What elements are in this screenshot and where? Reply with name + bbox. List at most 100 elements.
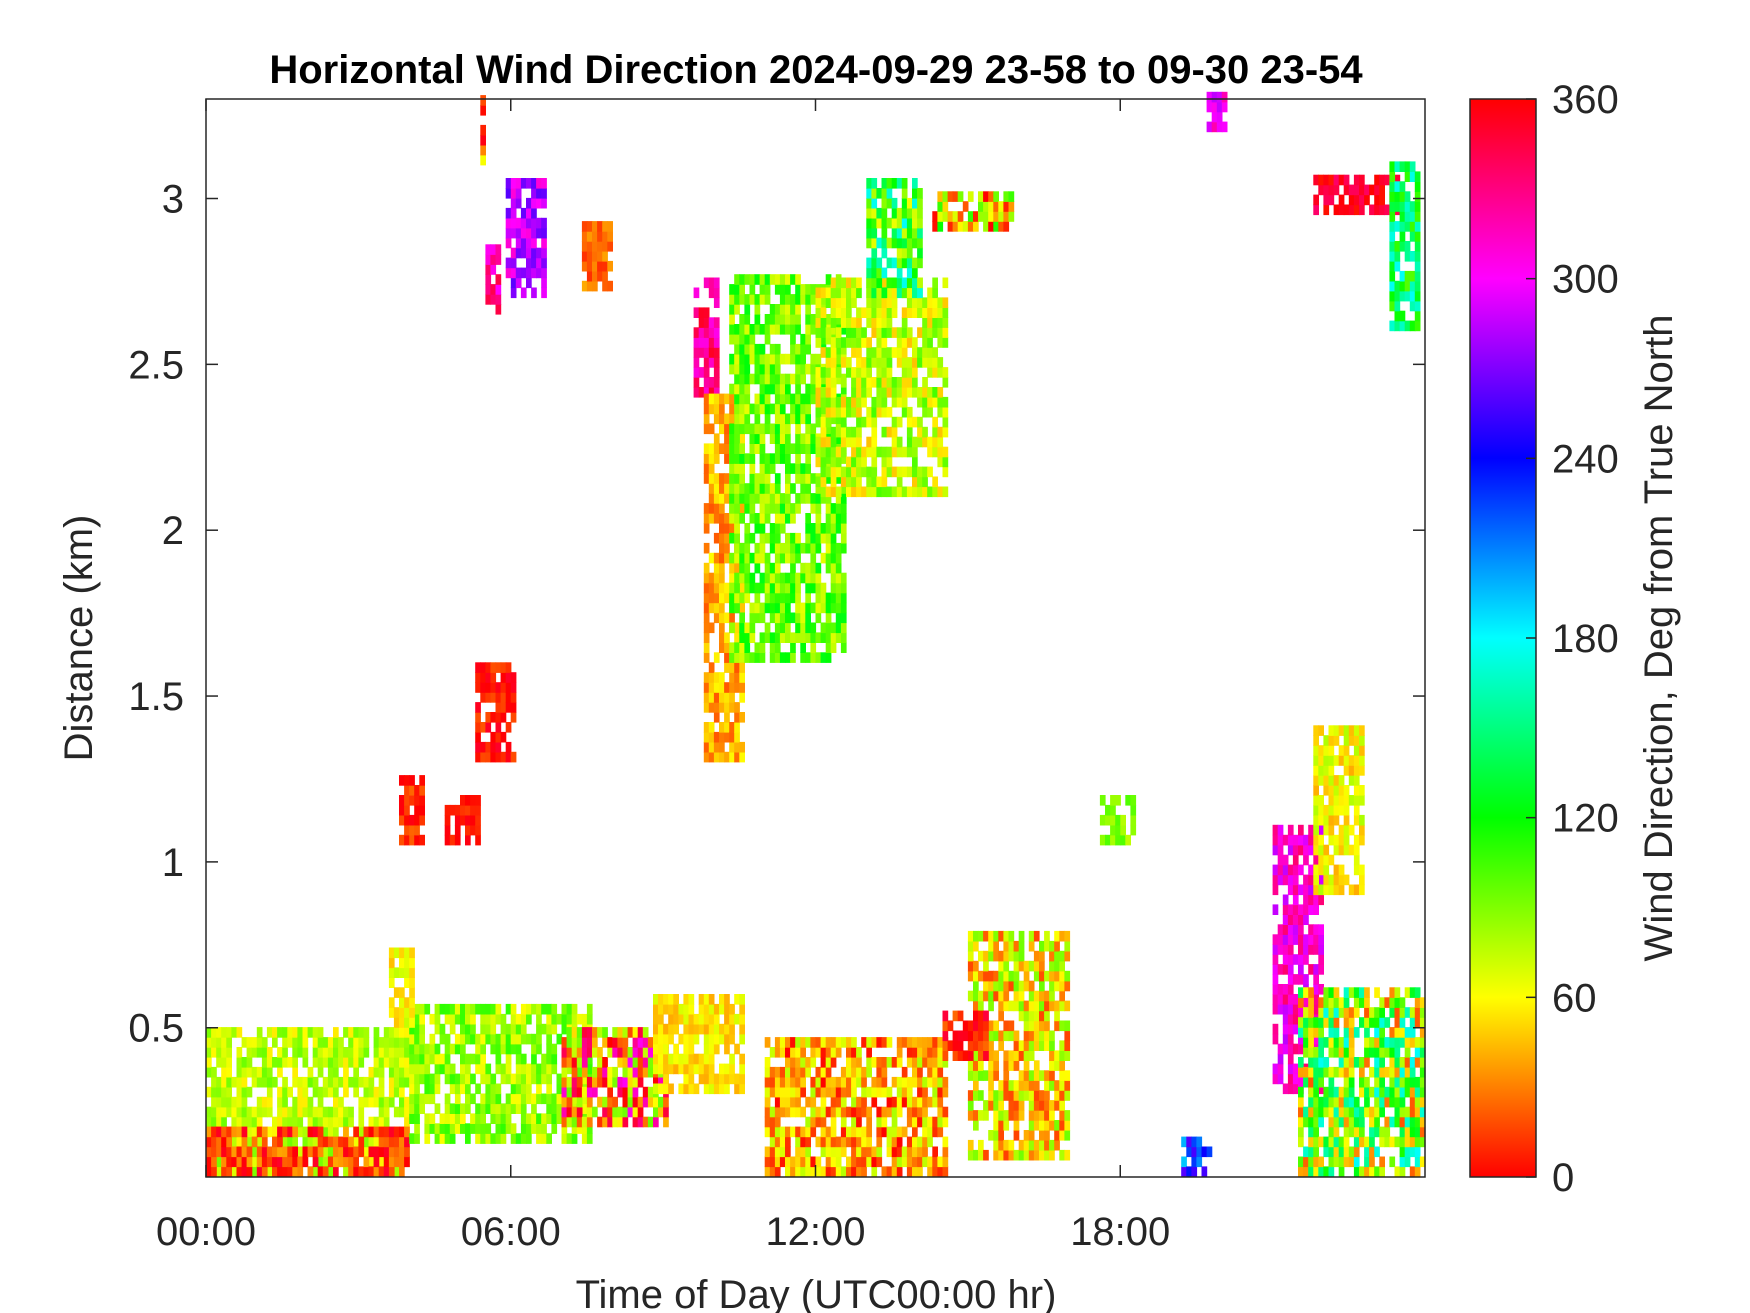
heatmap-cell: [820, 396, 827, 408]
heatmap-cell: [896, 1126, 903, 1138]
heatmap-cell: [1359, 1057, 1365, 1068]
heatmap-cell: [261, 1106, 268, 1118]
heatmap-cell: [917, 1166, 923, 1177]
heatmap-cell: [785, 274, 791, 285]
heatmap-cell: [912, 377, 918, 388]
heatmap-cell: [1414, 1166, 1421, 1177]
heatmap-cell: [1292, 924, 1299, 935]
heatmap-cell: [779, 542, 786, 554]
heatmap-cell: [1384, 1017, 1391, 1028]
heatmap-cell: [399, 987, 405, 998]
heatmap-cell: [1394, 181, 1401, 192]
heatmap-cell: [292, 1076, 298, 1088]
heatmap-cell: [942, 1030, 949, 1042]
heatmap-cell: [1318, 1047, 1324, 1058]
heatmap-cell: [729, 1063, 735, 1075]
heatmap-cell: [297, 1086, 304, 1098]
heatmap-cell: [719, 672, 725, 683]
heatmap-cell: [713, 317, 720, 328]
heatmap-cell: [988, 940, 994, 952]
heatmap-cell: [1303, 834, 1309, 846]
heatmap-cell: [1110, 795, 1116, 806]
heatmap-cell: [393, 1086, 400, 1098]
heatmap-cell: [851, 456, 857, 468]
heatmap-cell: [719, 1063, 725, 1075]
heatmap-cell: [840, 1146, 847, 1158]
heatmap-cell: [1059, 930, 1065, 942]
heatmap-cell: [932, 426, 938, 438]
heatmap-cell: [1130, 804, 1137, 816]
heatmap-cell: [840, 1116, 847, 1128]
heatmap-cell: [1394, 161, 1401, 172]
heatmap-cell: [444, 1073, 451, 1085]
heatmap-cell: [1343, 814, 1350, 826]
heatmap-cell: [932, 307, 938, 318]
heatmap-cell: [1039, 1149, 1045, 1161]
heatmap-cell: [800, 1066, 806, 1078]
heatmap-cell: [556, 1033, 563, 1045]
heatmap-cell: [1018, 1070, 1025, 1081]
heatmap-cell: [1394, 1047, 1401, 1058]
heatmap-cell: [378, 1066, 385, 1078]
heatmap-cell: [744, 493, 751, 504]
heatmap-cell: [1044, 1080, 1050, 1091]
heatmap-cell: [719, 542, 725, 554]
heatmap-cell: [592, 1076, 598, 1088]
heatmap-cell: [409, 997, 415, 1008]
heatmap-cell: [1313, 174, 1319, 186]
heatmap-cell: [388, 967, 395, 978]
heatmap-cell: [856, 287, 862, 299]
heatmap-cell: [1282, 954, 1289, 965]
heatmap-cell: [825, 552, 832, 564]
heatmap-cell: [1018, 1110, 1025, 1121]
heatmap-cell: [1008, 1139, 1015, 1151]
heatmap-cell: [805, 542, 811, 554]
heatmap-cell: [769, 423, 776, 435]
heatmap-cell: [607, 1106, 613, 1118]
heatmap-cell: [226, 1076, 232, 1088]
heatmap-cell: [1064, 1149, 1071, 1161]
heatmap-cell: [282, 1116, 288, 1128]
heatmap-cell: [922, 1057, 928, 1068]
heatmap-cell: [912, 297, 918, 308]
heatmap-cell: [764, 513, 771, 524]
heatmap-cell: [495, 1093, 502, 1105]
heatmap-cell: [906, 237, 913, 249]
heatmap-cell: [541, 1133, 547, 1144]
heatmap-cell: [978, 1110, 984, 1121]
heatmap-cell: [917, 486, 923, 498]
heatmap-cell: [1028, 1080, 1035, 1091]
heatmap-cell: [830, 277, 837, 289]
heatmap-cell: [307, 1136, 314, 1148]
heatmap-cell: [1308, 997, 1314, 1008]
heatmap-cell: [698, 387, 705, 398]
heatmap-cell: [785, 1086, 791, 1098]
heatmap-cell: [901, 257, 908, 269]
heatmap-cell: [810, 532, 817, 544]
heatmap-cell: [383, 1136, 390, 1148]
heatmap-cell: [830, 513, 837, 524]
heatmap-cell: [779, 373, 786, 385]
heatmap-cell: [922, 307, 928, 318]
heatmap-cell: [566, 1037, 573, 1048]
heatmap-cell: [901, 317, 908, 328]
heatmap-cell: [917, 1066, 923, 1078]
heatmap-cell: [581, 231, 588, 242]
heatmap-cell: [368, 1086, 375, 1098]
heatmap-cell: [520, 1023, 527, 1035]
heatmap-cell: [1044, 1139, 1050, 1151]
heatmap-cell: [251, 1166, 258, 1177]
heatmap-cell: [774, 324, 781, 335]
heatmap-cell: [932, 416, 938, 428]
heatmap-cell: [1018, 980, 1025, 992]
heatmap-cell: [703, 413, 710, 425]
heatmap-cell: [1343, 834, 1350, 846]
heatmap-cell: [891, 486, 898, 498]
heatmap-cell: [810, 294, 817, 305]
heatmap-cell: [206, 1136, 212, 1148]
heatmap-cell: [1409, 1096, 1416, 1108]
heatmap-cell: [541, 1113, 547, 1124]
heatmap-cell: [724, 652, 730, 663]
heatmap-cell: [632, 1116, 639, 1128]
heatmap-cell: [1318, 1007, 1324, 1018]
